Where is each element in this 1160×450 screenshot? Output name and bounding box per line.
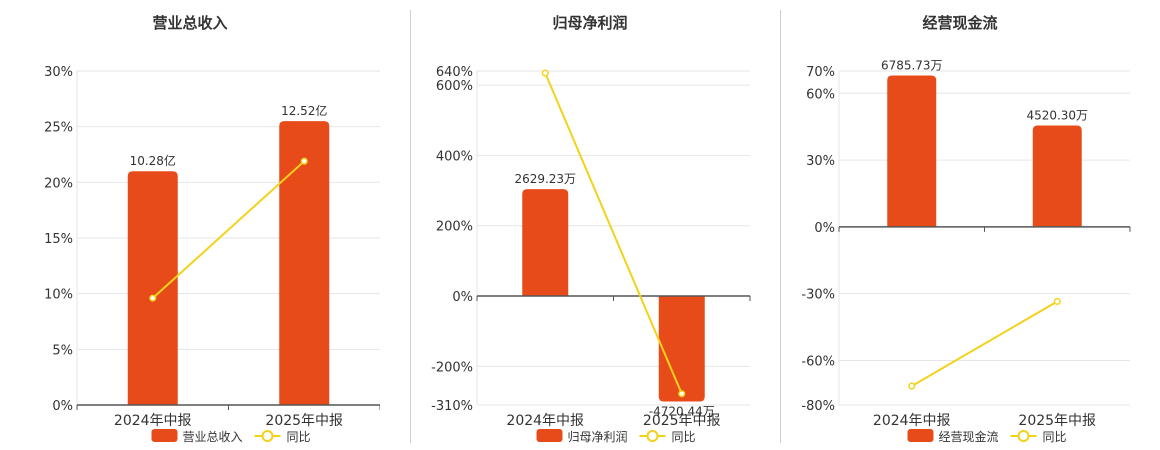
legend-line-marker [261,430,274,442]
legend-bar-swatch [151,429,178,442]
cash-flow-chart: -80% -60% -30% 0% 30% 60% 70% 6785.73万 4520.30万 2… [801,58,1131,444]
bar [887,75,937,227]
cash-flow-chart-panel: 经营现金流 -80% -60% -30% 0% 30% 60% 70% 6785.73万 452… [770,0,1150,450]
panel-divider [410,10,411,443]
revenue-chart: 0% 5% 10% 15% 20% 25% 30% 10.28亿 12.52亿 2024年中报 20… [44,65,380,444]
y-tick-label: -200% [431,360,473,375]
bar-value-label: 6785.73万 [881,58,943,72]
legend-bar-label: 经营现金流 [939,429,999,444]
legend-bar-label: 归母净利润 [568,430,628,444]
net-profit-chart: -310% -200% 0% 200% 400% 600%640% 2629.23万 -472… [431,65,751,444]
bar-value-label: 2629.23万 [514,172,576,186]
y-tick-label: 0% [52,399,73,414]
yoy-point [678,390,686,398]
y-tick-label: -80% [801,399,835,414]
bar [127,171,178,405]
yoy-point [908,382,916,390]
y-tick-label: 600% [436,79,473,94]
y-tick-label: 400% [436,149,473,164]
y-tick-label: 200% [436,220,473,235]
bar [1032,125,1082,227]
yoy-point [300,157,308,165]
y-tick-label: -310% [431,399,473,414]
y-tick-label: 20% [44,176,73,191]
bar-value-label: -4720.44万 [649,404,715,418]
y-tick-label: 0% [452,290,473,305]
x-tick-label: 2025年中报 [643,413,721,429]
revenue-chart-panel: 营业总收入 0% 5% 10% 15% 20% 25% 30% 10.28亿 12.52亿 202… [0,0,380,450]
bar [522,189,569,297]
y-tick-label: -30% [801,288,835,303]
legend-line-label: 同比 [1043,430,1067,444]
x-tick-label: 2025年中报 [265,413,343,429]
panel-divider [780,10,781,443]
yoy-point [541,69,549,77]
y-tick-label: 10% [44,288,73,303]
y-tick-label: 5% [52,343,73,358]
legend-bar-swatch [536,429,563,442]
y-tick-label: 70% [806,65,835,80]
bar-value-label: 12.52亿 [281,103,327,118]
bar-value-label: 10.28亿 [130,153,176,168]
x-tick-label: 2024年中报 [506,413,584,429]
y-tick-label: 640% [436,65,473,80]
chart-title: 经营现金流 [922,14,998,32]
y-tick-label: 60% [806,87,835,102]
bar-value-label: 4520.30万 [1026,109,1088,123]
y-tick-label: 15% [44,232,73,247]
x-tick-label: 2025年中报 [1018,413,1096,429]
y-tick-label: 0% [814,221,835,236]
legend-line-marker [646,430,659,442]
legend-line-label: 同比 [672,430,696,444]
chart-title: 营业总收入 [152,14,228,32]
y-tick-label: 25% [44,121,73,136]
yoy-line [544,72,683,395]
y-tick-label: -60% [801,354,835,369]
legend-line-marker [1017,430,1030,442]
yoy-point [149,294,157,302]
bar [279,121,330,405]
yoy-line [911,300,1058,387]
net-profit-chart-panel: 归母净利润 -310% -200% 0% 200% 400% 600% 640% 2629.2… [400,0,780,450]
y-tick-label: 30% [806,154,835,169]
y-tick-label: 30% [44,65,73,80]
yoy-line [152,160,305,299]
x-tick-label: 2024年中报 [873,413,951,429]
legend-line-label: 同比 [287,430,311,444]
chart-title: 归母净利润 [552,14,628,32]
legend-bar-label: 营业总收入 [183,430,243,444]
x-tick-label: 2024年中报 [114,413,192,429]
yoy-point [1053,297,1061,306]
bar [658,296,705,402]
legend-bar-swatch [907,429,934,442]
